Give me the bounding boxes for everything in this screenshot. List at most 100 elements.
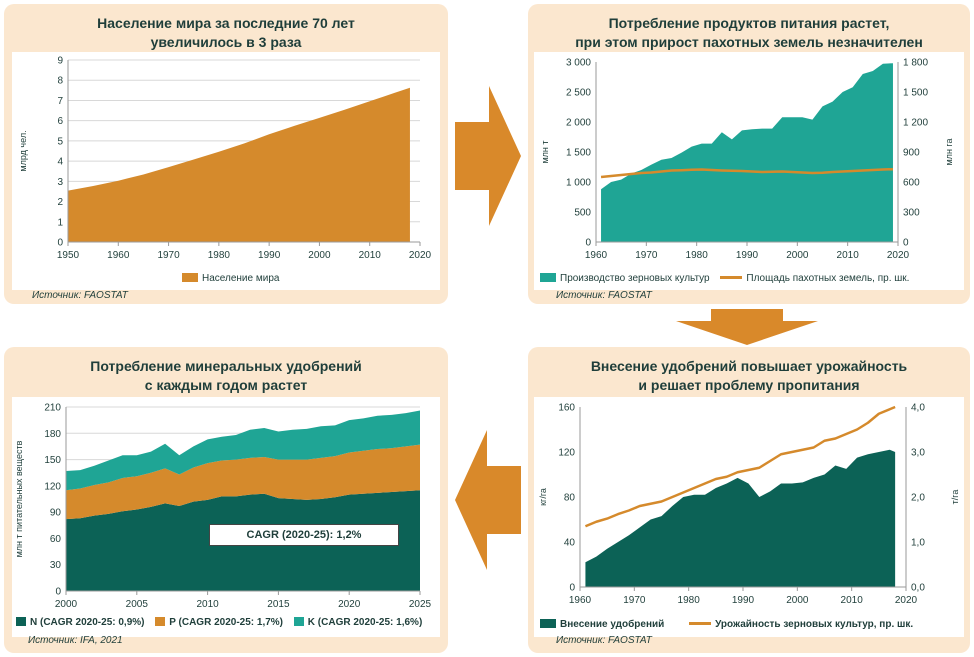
arrow-right-icon xyxy=(455,86,521,226)
source-note: Источник: IFA, 2021 xyxy=(28,635,123,646)
panel-fertilizer: Потребление минеральных удобрений с кажд… xyxy=(4,347,448,653)
legend-swatch xyxy=(540,273,556,282)
y-tick-label: 2 000 xyxy=(566,118,591,129)
chart-fertilizer: 0 30 60 90 120 150 180 210 2000 2005 2010 2015 2020 2… xyxy=(12,397,440,637)
x-tick-label: 1970 xyxy=(157,250,180,261)
legend-food: Производство зерновых культур Площадь па… xyxy=(540,273,909,284)
panel-title: Потребление минеральных удобрений с кажд… xyxy=(4,357,448,395)
legend-swatch xyxy=(155,617,166,626)
x-tick-label: 1960 xyxy=(585,250,608,261)
title-line-1: Внесение удобрений повышает урожайность xyxy=(590,358,908,374)
x-tick-label: 2005 xyxy=(126,599,149,610)
series-area xyxy=(601,63,893,243)
x-tick-label: 2010 xyxy=(359,250,382,261)
series-area-3 xyxy=(66,410,420,491)
x-tick-label: 2010 xyxy=(841,595,864,606)
legend-label: Производство зерновых культур xyxy=(560,273,710,284)
legend-swatch xyxy=(182,273,198,282)
y2-tick-label: 0,0 xyxy=(911,583,925,594)
y-tick-label: 9 xyxy=(57,56,63,67)
y2-tick-label: 1,0 xyxy=(911,538,925,549)
y2-tick-label: 1 800 xyxy=(903,58,928,69)
y-tick-label: 4 xyxy=(57,157,63,168)
legend-swatch xyxy=(540,619,556,628)
legend-label: P (CAGR 2020-25: 1,7%) xyxy=(169,617,284,628)
x-tick-label: 1990 xyxy=(736,250,759,261)
y-axis-label: млрд чел. xyxy=(18,130,28,171)
y-tick-label: 90 xyxy=(50,508,62,519)
arrow-down-icon xyxy=(676,309,818,345)
legend-label: K (CAGR 2020-25: 1,6%) xyxy=(307,617,423,628)
x-tick-label: 2020 xyxy=(409,250,432,261)
y-tick-label: 0 xyxy=(57,238,63,249)
y-tick-label: 1 xyxy=(57,217,63,228)
legend-line xyxy=(689,622,712,625)
legend-label: Урожайность зерновых культур, пр. шк. xyxy=(715,619,914,630)
y-tick-label: 150 xyxy=(44,455,61,466)
x-tick-label: 2010 xyxy=(196,599,219,610)
chart-fertilizer-svg: 0 30 60 90 120 150 180 210 2000 2005 2010 2015 2020 2… xyxy=(14,403,432,611)
legend-swatch xyxy=(16,617,26,626)
source-note: Источник: FAOSTAT xyxy=(556,290,652,301)
chart-food: 0 500 1 000 1 500 2 000 2 500 3 000 0 300 600 900 1… xyxy=(534,52,964,290)
chart-food-svg: 0 500 1 000 1 500 2 000 2 500 3 000 0 300 600 900 1… xyxy=(540,58,954,262)
y-tick-label: 210 xyxy=(44,403,61,414)
x-tick-label: 1970 xyxy=(635,250,658,261)
y-tick-label: 0 xyxy=(55,587,61,598)
y-axis-label: кг/га xyxy=(538,488,548,506)
y2-axis-label: млн га xyxy=(944,139,954,166)
chart-yield: 0 40 80 120 160 0,0 1,0 2,0 3,0 4,0 1960 1970 1980 19… xyxy=(534,397,964,637)
panel-yield: Внесение удобрений повышает урожайность … xyxy=(528,347,970,653)
y2-tick-label: 1 500 xyxy=(903,88,928,99)
y-tick-label: 1 000 xyxy=(566,178,591,189)
y-axis-label: млн т питательных веществ xyxy=(14,440,24,557)
y2-tick-label: 300 xyxy=(903,208,920,219)
legend-line xyxy=(720,276,743,279)
legend-label: Внесение удобрений xyxy=(560,619,665,630)
y-tick-label: 0 xyxy=(585,238,591,249)
y-tick-label: 7 xyxy=(57,96,63,107)
legend-label: N (CAGR 2020-25: 0,9%) xyxy=(30,617,145,628)
title-line-1: Население мира за последние 70 лет xyxy=(97,15,355,31)
y-tick-label: 2 xyxy=(57,197,63,208)
chart-population: 0 1 2 3 4 5 6 7 8 9 1950 1960 1970 1980 1990 2000 2010 20… xyxy=(12,52,440,290)
y-tick-label: 80 xyxy=(564,493,576,504)
legend-fertilizer: N (CAGR 2020-25: 0,9%) P (CAGR 2020-25: … xyxy=(16,617,422,628)
x-tick-label: 1990 xyxy=(258,250,281,261)
y-tick-label: 0 xyxy=(569,583,575,594)
y-tick-label: 1 500 xyxy=(566,148,591,159)
panel-title: Потребление продуктов питания растет, пр… xyxy=(528,14,970,52)
x-tick-label: 2000 xyxy=(308,250,331,261)
series-area-2 xyxy=(66,444,420,520)
y-tick-label: 3 000 xyxy=(566,58,591,69)
y2-tick-label: 2,0 xyxy=(911,493,925,504)
y2-tick-label: 900 xyxy=(903,148,920,159)
title-line-2: и решает проблему пропитания xyxy=(638,377,860,393)
y-tick-label: 60 xyxy=(50,534,62,545)
x-tick-label: 1960 xyxy=(107,250,130,261)
series-line xyxy=(600,167,894,179)
x-tick-label: 2000 xyxy=(786,595,809,606)
y-tick-label: 120 xyxy=(44,481,61,492)
y-tick-label: 5 xyxy=(57,136,63,147)
x-tick-label: 1950 xyxy=(57,250,80,261)
series-line xyxy=(584,405,896,528)
x-tick-label: 1980 xyxy=(208,250,231,261)
arrow-down-shape xyxy=(676,309,818,345)
y-tick-label: 3 xyxy=(57,177,63,188)
title-line-1: Потребление минеральных удобрений xyxy=(90,358,362,374)
x-tick-label: 2000 xyxy=(786,250,809,261)
panel-title: Внесение удобрений повышает урожайность … xyxy=(528,357,970,395)
series-area xyxy=(585,449,896,587)
y-tick-label: 30 xyxy=(50,560,62,571)
arrow-left-icon xyxy=(455,430,521,570)
y2-tick-label: 4,0 xyxy=(911,403,925,414)
legend-label: Население мира xyxy=(202,273,280,284)
title-line-2: при этом прирост пахотных земель незначи… xyxy=(575,34,923,50)
title-line-1: Потребление продуктов питания растет, xyxy=(608,15,890,31)
panel-population: Население мира за последние 70 лет увели… xyxy=(4,4,448,304)
legend-yield: Внесение удобрений Урожайность зерновых … xyxy=(540,619,913,630)
y-axis-label: млн т xyxy=(540,140,550,163)
title-line-2: с каждым годом растет xyxy=(144,377,308,393)
x-tick-label: 1960 xyxy=(569,595,592,606)
